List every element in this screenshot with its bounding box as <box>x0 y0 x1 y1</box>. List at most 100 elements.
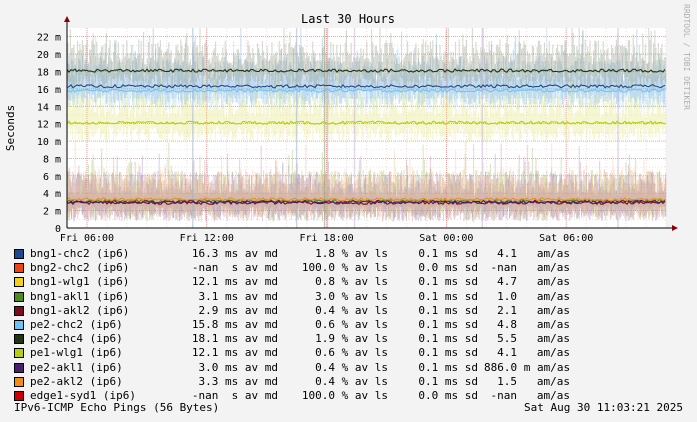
legend-am-as: 1.5 am/as <box>497 374 570 388</box>
legend-stddev: 0.1 ms sd <box>418 360 478 374</box>
legend-average: 2.9 ms av md <box>198 303 278 317</box>
x-tick-label: Fri 18:00 <box>299 233 353 244</box>
legend-stddev: 0.1 ms sd <box>418 346 478 360</box>
legend-swatch <box>14 263 24 274</box>
legend-series-name: pe2-akl1 (ip6) <box>30 360 123 374</box>
x-tick-label: Fri 12:00 <box>180 233 234 244</box>
y-tick-label: 20 m <box>37 50 61 61</box>
legend-swatch <box>14 390 24 401</box>
legend-am-as: 4.7 am/as <box>497 275 570 289</box>
legend-series-name: edge1-syd1 (ip6) <box>30 388 136 402</box>
graph-timestamp: Sat Aug 30 11:03:21 2025 <box>524 401 683 414</box>
y-axis-arrow <box>64 16 70 22</box>
legend-average: 18.1 ms av md <box>191 332 278 346</box>
y-tick-label: 2 m <box>43 207 61 218</box>
y-tick-label: 14 m <box>37 102 61 113</box>
legend-row: bng1-akl1 (ip6) 3.1 ms av md 3.0 % av ls 0.… <box>14 290 570 304</box>
legend-average: -nan s av md <box>191 388 278 402</box>
legend: bng1-chc2 (ip6) 16.3 ms av md 1.8 % av ls 0… <box>14 247 570 403</box>
legend-stddev: 0.1 ms sd <box>418 374 478 388</box>
legend-stddev: 0.1 ms sd <box>418 289 478 303</box>
y-tick-label: 18 m <box>37 67 61 78</box>
legend-series-name: bng1-wlg1 (ip6) <box>30 275 130 289</box>
legend-average: 15.8 ms av md <box>191 317 278 331</box>
legend-swatch <box>14 305 24 316</box>
legend-stddev: 0.1 ms sd <box>418 275 478 289</box>
legend-row: bng1-akl2 (ip6) 2.9 ms av md 0.4 % av ls 0.… <box>14 304 570 318</box>
legend-am-as: 886.0 m am/as <box>484 360 571 374</box>
legend-row: pe2-chc4 (ip6) 18.1 ms av md 1.9 % av ls 0.… <box>14 332 570 346</box>
y-tick-label: 16 m <box>37 85 61 96</box>
legend-stddev: 0.1 ms sd <box>418 303 478 317</box>
legend-series-name: pe2-akl2 (ip6) <box>30 374 123 388</box>
legend-row: pe2-akl2 (ip6) 3.3 ms av md 0.4 % av ls 0.1… <box>14 375 570 389</box>
legend-loss: 0.4 % av ls <box>315 303 388 317</box>
legend-am-as: 4.8 am/as <box>497 317 570 331</box>
x-tick-label: Sat 06:00 <box>539 233 593 244</box>
median-line <box>66 68 666 74</box>
legend-series-name: bng1-akl1 (ip6) <box>30 289 130 303</box>
median-line <box>66 120 666 126</box>
x-axis-arrow <box>672 225 678 231</box>
legend-am-as: 4.1 am/as <box>497 346 570 360</box>
legend-loss: 0.6 % av ls <box>315 346 388 360</box>
legend-loss: 0.4 % av ls <box>315 360 388 374</box>
legend-series-name: bng1-chc2 (ip6) <box>30 247 130 260</box>
legend-average: -nan s av md <box>191 261 278 275</box>
legend-loss: 0.8 % av ls <box>315 275 388 289</box>
legend-average: 12.1 ms av md <box>191 275 278 289</box>
legend-swatch <box>14 376 24 387</box>
legend-row: pe1-wlg1 (ip6) 12.1 ms av md 0.6 % av ls 0.… <box>14 346 570 360</box>
y-tick-label: 6 m <box>43 172 61 183</box>
legend-row: bng1-wlg1 (ip6) 12.1 ms av md 0.8 % av ls 0… <box>14 275 570 289</box>
legend-swatch <box>14 362 24 373</box>
legend-series-name: pe1-wlg1 (ip6) <box>30 346 123 360</box>
legend-am-as: 5.5 am/as <box>497 332 570 346</box>
legend-average: 3.1 ms av md <box>198 289 278 303</box>
legend-row: bng1-chc2 (ip6) 16.3 ms av md 1.8 % av ls 0… <box>14 247 570 261</box>
legend-row: pe2-akl1 (ip6) 3.0 ms av md 0.4 % av ls 0.1… <box>14 361 570 375</box>
x-tick-label: Fri 06:00 <box>60 233 114 244</box>
median-line <box>66 196 666 202</box>
median-line <box>66 199 666 205</box>
legend-swatch <box>14 348 24 359</box>
y-tick-label: 0 <box>55 224 61 235</box>
chart-title: Last 30 Hours <box>301 12 395 26</box>
median-line <box>66 88 666 94</box>
legend-loss: 1.9 % av ls <box>315 332 388 346</box>
legend-am-as: 2.1 am/as <box>497 303 570 317</box>
y-axis-label: Seconds <box>4 105 17 151</box>
rrdtool-watermark: RRDTOOL / TOBI OETIKER <box>682 4 691 110</box>
legend-am-as: -nan am/as <box>490 388 570 402</box>
legend-am-as: 4.1 am/as <box>497 247 570 260</box>
legend-average: 16.3 ms av md <box>191 247 278 260</box>
legend-am-as: 1.0 am/as <box>497 289 570 303</box>
legend-row: pe2-chc2 (ip6) 15.8 ms av md 0.6 % av ls 0.… <box>14 318 570 332</box>
probe-description: IPv6-ICMP Echo Pings (56 Bytes) <box>14 401 220 414</box>
y-tick-label: 4 m <box>43 189 61 200</box>
legend-swatch <box>14 249 24 260</box>
legend-stddev: 0.1 ms sd <box>418 317 478 331</box>
legend-loss: 3.0 % av ls <box>315 289 388 303</box>
median-line <box>66 200 666 206</box>
y-tick-label: 10 m <box>37 137 61 148</box>
legend-series-name: pe2-chc2 (ip6) <box>30 317 123 331</box>
y-tick-label: 8 m <box>43 154 61 165</box>
legend-loss: 0.6 % av ls <box>315 317 388 331</box>
legend-swatch <box>14 291 24 302</box>
legend-stddev: 0.1 ms sd <box>418 332 478 346</box>
legend-average: 12.1 ms av md <box>191 346 278 360</box>
legend-stddev: 0.0 ms sd <box>418 388 478 402</box>
legend-swatch <box>14 320 24 331</box>
legend-swatch <box>14 334 24 345</box>
legend-stddev: 0.0 ms sd <box>418 261 478 275</box>
y-tick-label: 12 m <box>37 120 61 131</box>
legend-loss: 1.8 % av ls <box>315 247 388 260</box>
legend-loss: 100.0 % av ls <box>301 388 388 402</box>
legend-series-name: bng2-chc2 (ip6) <box>30 261 130 275</box>
legend-series-name: bng1-akl2 (ip6) <box>30 303 130 317</box>
legend-loss: 0.4 % av ls <box>315 374 388 388</box>
legend-stddev: 0.1 ms sd <box>418 247 478 260</box>
legend-loss: 100.0 % av ls <box>301 261 388 275</box>
